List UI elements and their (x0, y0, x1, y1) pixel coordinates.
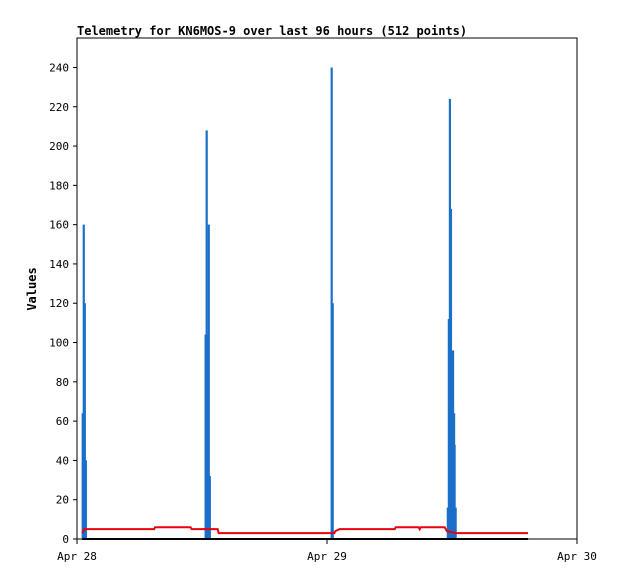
y-axis: 0 20 40 60 80 100 120 140 160 180 200 220 240 (49, 61, 77, 546)
x-tick-label: Apr 28 (57, 550, 97, 563)
y-tick-label: 200 (49, 140, 69, 153)
x-tick-label: Apr 29 (307, 550, 347, 563)
y-tick-label: 100 (49, 337, 69, 350)
steady-series-line (81, 526, 529, 535)
y-tick-label: 80 (56, 376, 69, 389)
x-tick-label: Apr 30 (557, 550, 597, 563)
y-tick-label: 60 (56, 415, 69, 428)
y-tick-label: 180 (49, 179, 69, 192)
y-tick-label: 140 (49, 258, 69, 271)
line-series-group (81, 526, 529, 540)
y-tick-label: 160 (49, 219, 69, 232)
y-tick-label: 240 (49, 61, 69, 74)
y-tick-label: 0 (62, 533, 69, 546)
x-axis: Apr 28 Apr 29 Apr 30 (57, 539, 597, 563)
spike-series (81, 67, 457, 539)
plot-frame (76, 37, 578, 540)
y-tick-label: 220 (49, 101, 69, 114)
y-axis-label: Values (25, 267, 39, 311)
y-tick-label: 120 (49, 297, 69, 310)
chart-title: Telemetry for KN6MOS-9 over last 96 hour… (77, 24, 468, 38)
y-tick-label: 20 (56, 494, 69, 507)
y-tick-label: 40 (56, 454, 69, 467)
